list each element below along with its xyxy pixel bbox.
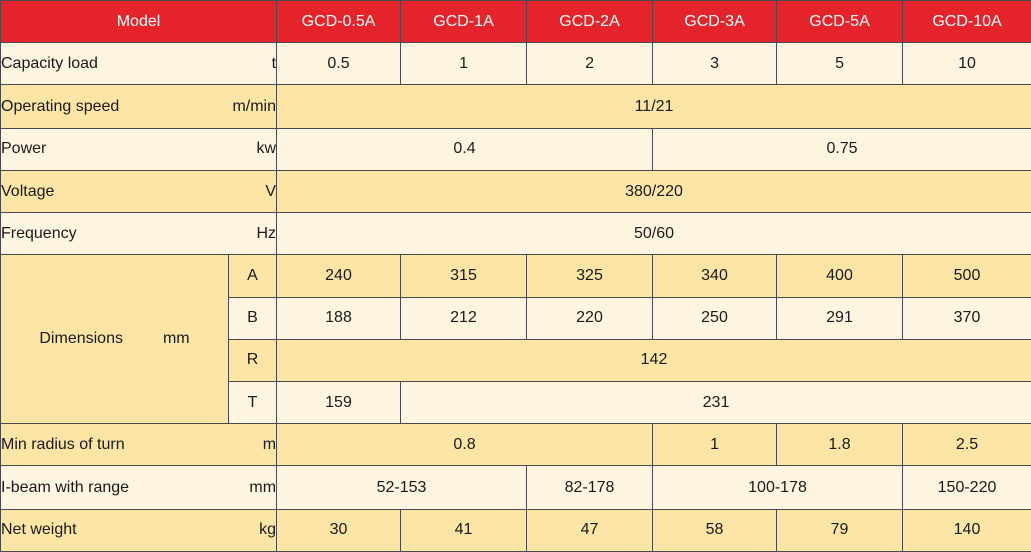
weight-value: 140 (902, 508, 1031, 552)
frequency-value: 50/60 (276, 212, 1031, 256)
frequency-row: Frequency Hz 50/60 (0, 212, 1031, 256)
dimension-b-row: B 188 212 220 250 291 370 (1, 296, 1031, 340)
voltage-unit: V (265, 182, 277, 200)
weight-unit: kg (259, 521, 277, 539)
ibeam-label-cell: I-beam with range mm (0, 465, 278, 510)
weight-label-cell: Net weight kg (0, 508, 278, 552)
dimension-a-value: 400 (776, 254, 904, 298)
dimension-r-value: 142 (276, 338, 1031, 382)
speed-label-cell: Operating speed m/min (0, 84, 278, 129)
dimension-r-row: R 142 (1, 338, 1031, 382)
radius-row: Min radius of turn m 0.8 1 1.8 2.5 (0, 423, 1031, 467)
ibeam-value: 82-178 (526, 465, 654, 510)
voltage-row: Voltage V 380/220 (0, 169, 1031, 214)
power-value: 0.75 (652, 127, 1031, 171)
dimension-a-value: 315 (400, 254, 528, 298)
model-column-header: GCD-1A (400, 0, 528, 44)
capacity-value: 1 (400, 42, 528, 86)
dimension-t-row: T 159 231 (1, 380, 1031, 425)
weight-value: 79 (776, 508, 904, 552)
frequency-label: Frequency (1, 224, 77, 242)
voltage-label-cell: Voltage V (0, 169, 278, 214)
speed-row: Operating speed m/min 11/21 (0, 84, 1031, 129)
weight-value: 30 (276, 508, 402, 552)
capacity-value: 10 (902, 42, 1031, 86)
dimension-b-value: 188 (276, 296, 402, 340)
dimension-b-value: 220 (526, 296, 654, 340)
dimensions-unit: mm (162, 330, 190, 348)
dimension-b-value: 370 (902, 296, 1031, 340)
dimensions-label-cell: Dimensions mm (0, 254, 229, 425)
power-unit: kw (256, 140, 277, 158)
header-row: Model GCD-0.5A GCD-1A GCD-2A GCD-3A GCD-… (0, 0, 1031, 44)
power-label-cell: Power kw (0, 127, 278, 171)
dimension-a-value: 340 (652, 254, 778, 298)
speed-value: 11/21 (276, 84, 1031, 129)
model-header: Model (0, 0, 278, 44)
model-column-header: GCD-10A (902, 0, 1031, 44)
frequency-label-cell: Frequency Hz (0, 212, 278, 256)
radius-value: 2.5 (902, 423, 1031, 467)
speed-unit: m/min (232, 97, 277, 115)
speed-label: Operating speed (1, 97, 120, 115)
ibeam-label: I-beam with range (1, 478, 130, 496)
ibeam-value: 52-153 (276, 465, 528, 510)
ibeam-value: 100-178 (652, 465, 904, 510)
radius-unit: m (262, 435, 277, 453)
radius-value: 1.8 (776, 423, 904, 467)
dimension-key: T (227, 380, 278, 425)
capacity-unit: t (271, 54, 277, 72)
capacity-value: 2 (526, 42, 654, 86)
dimension-b-value: 250 (652, 296, 778, 340)
radius-value: 0.8 (276, 423, 654, 467)
dimension-a-value: 240 (276, 254, 402, 298)
dimension-t-value: 231 (400, 380, 1031, 425)
power-row: Power kw 0.4 0.75 (0, 127, 1031, 171)
capacity-value: 3 (652, 42, 778, 86)
capacity-label: Capacity load (1, 54, 98, 72)
dimension-b-value: 291 (776, 296, 904, 340)
dimension-a-value: 325 (526, 254, 654, 298)
model-column-header: GCD-3A (652, 0, 778, 44)
weight-value: 47 (526, 508, 654, 552)
capacity-value: 5 (776, 42, 904, 86)
power-label: Power (1, 140, 47, 158)
ibeam-row: I-beam with range mm 52-153 82-178 100-1… (0, 465, 1031, 510)
dimension-t-value: 159 (276, 380, 402, 425)
dimension-key: B (227, 296, 278, 340)
dimension-a-row: Dimensions mm A 240 315 325 340 400 500 (0, 254, 1031, 425)
ibeam-unit: mm (249, 478, 277, 496)
radius-label: Min radius of turn (1, 435, 125, 453)
weight-value: 58 (652, 508, 778, 552)
model-column-header: GCD-2A (526, 0, 654, 44)
dimensions-label: Dimensions (39, 330, 123, 348)
frequency-unit: Hz (256, 224, 277, 242)
weight-row: Net weight kg 30 41 47 58 79 140 (0, 508, 1031, 552)
radius-label-cell: Min radius of turn m (0, 423, 278, 467)
power-value: 0.4 (276, 127, 654, 171)
capacity-value: 0.5 (276, 42, 402, 86)
voltage-value: 380/220 (276, 169, 1031, 214)
model-column-header: GCD-5A (776, 0, 904, 44)
capacity-row: Capacity load t 0.5 1 2 3 5 10 (0, 42, 1031, 86)
model-column-header: GCD-0.5A (276, 0, 402, 44)
dimension-a-value: 500 (902, 254, 1031, 298)
dimension-key: A (227, 254, 278, 298)
voltage-label: Voltage (1, 182, 55, 200)
radius-value: 1 (652, 423, 778, 467)
dimension-key: R (227, 338, 278, 382)
capacity-label-cell: Capacity load t (0, 42, 278, 86)
weight-label: Net weight (1, 521, 77, 539)
weight-value: 41 (400, 508, 528, 552)
ibeam-value: 150-220 (902, 465, 1031, 510)
dimension-b-value: 212 (400, 296, 528, 340)
